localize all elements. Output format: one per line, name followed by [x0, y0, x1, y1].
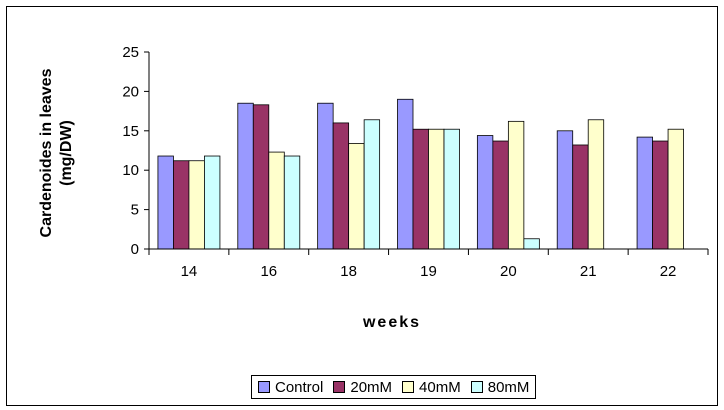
- x-tick-label: 22: [660, 263, 677, 280]
- x-tick-labels: 14 16 18 19 20 21 22: [181, 263, 677, 280]
- bar-80mM-14: [204, 156, 220, 249]
- bar-20mM-18: [333, 123, 349, 249]
- x-tick-label: 21: [580, 263, 597, 280]
- y-axis-title-line1: Cardenoides in leaves: [38, 68, 55, 237]
- bar-40mM-18: [349, 143, 365, 249]
- bar-Control-14: [158, 156, 174, 249]
- legend-swatch: [471, 381, 483, 393]
- bar-20mM-19: [413, 129, 429, 249]
- y-tick-label: 0: [131, 241, 139, 258]
- legend: Control 20mM 40mM 80mM: [251, 375, 536, 399]
- legend-item: 20mM: [333, 379, 392, 396]
- y-axis-title: Cardenoides in leaves (mg/DW): [38, 68, 75, 237]
- legend-label: Control: [275, 379, 323, 396]
- bar-20mM-21: [573, 145, 589, 249]
- bar-Control-21: [557, 131, 573, 249]
- legend-label: 80mM: [488, 379, 530, 396]
- bar-20mM-20: [493, 141, 509, 249]
- x-tick-label: 18: [340, 263, 357, 280]
- bar-Control-16: [238, 103, 254, 249]
- y-axis-title-line2: (mg/DW): [58, 120, 75, 186]
- bar-40mM-22: [668, 129, 684, 249]
- chart-frame: Cardenoides in leaves (mg/DW) 0 5 10 15 20 25…: [6, 6, 718, 406]
- x-tick-label: 14: [181, 263, 198, 280]
- bar-80mM-16: [284, 156, 300, 249]
- legend-item: 40mM: [402, 379, 461, 396]
- bar-Control-22: [637, 137, 653, 249]
- bar-20mM-14: [173, 161, 189, 249]
- y-tick-label: 20: [122, 83, 139, 100]
- legend-swatch: [402, 381, 414, 393]
- bar-40mM-16: [269, 152, 285, 249]
- bar-80mM-18: [364, 120, 380, 249]
- y-tick-label: 25: [122, 44, 139, 61]
- y-tick-label: 10: [122, 162, 139, 179]
- bar-20mM-16: [253, 105, 268, 249]
- x-tick-label: 16: [260, 263, 277, 280]
- bar-40mM-19: [429, 129, 445, 249]
- bar-Control-18: [318, 103, 334, 249]
- x-tick-label: 20: [500, 263, 517, 280]
- bar-Control-20: [477, 136, 493, 249]
- x-tick-label: 19: [420, 263, 437, 280]
- y-tick-label: 5: [131, 202, 139, 219]
- bar-40mM-20: [508, 121, 524, 249]
- bar-40mM-21: [588, 120, 604, 249]
- legend-item: 80mM: [471, 379, 530, 396]
- bar-20mM-22: [653, 141, 669, 249]
- legend-item: Control: [258, 379, 323, 396]
- legend-swatch: [333, 381, 345, 393]
- x-axis-title: weeks: [362, 314, 421, 331]
- bar-Control-19: [398, 99, 414, 249]
- bar-80mM-19: [444, 129, 460, 249]
- bar-40mM-14: [189, 161, 205, 249]
- legend-label: 40mM: [419, 379, 461, 396]
- bar-80mM-20: [524, 239, 540, 249]
- y-tick-labels: 0 5 10 15 20 25: [122, 44, 139, 258]
- legend-swatch: [258, 381, 270, 393]
- bar-chart: Cardenoides in leaves (mg/DW) 0 5 10 15 20 25…: [7, 7, 719, 367]
- y-tick-label: 15: [122, 123, 139, 140]
- bars-group: [158, 99, 684, 249]
- legend-label: 20mM: [350, 379, 392, 396]
